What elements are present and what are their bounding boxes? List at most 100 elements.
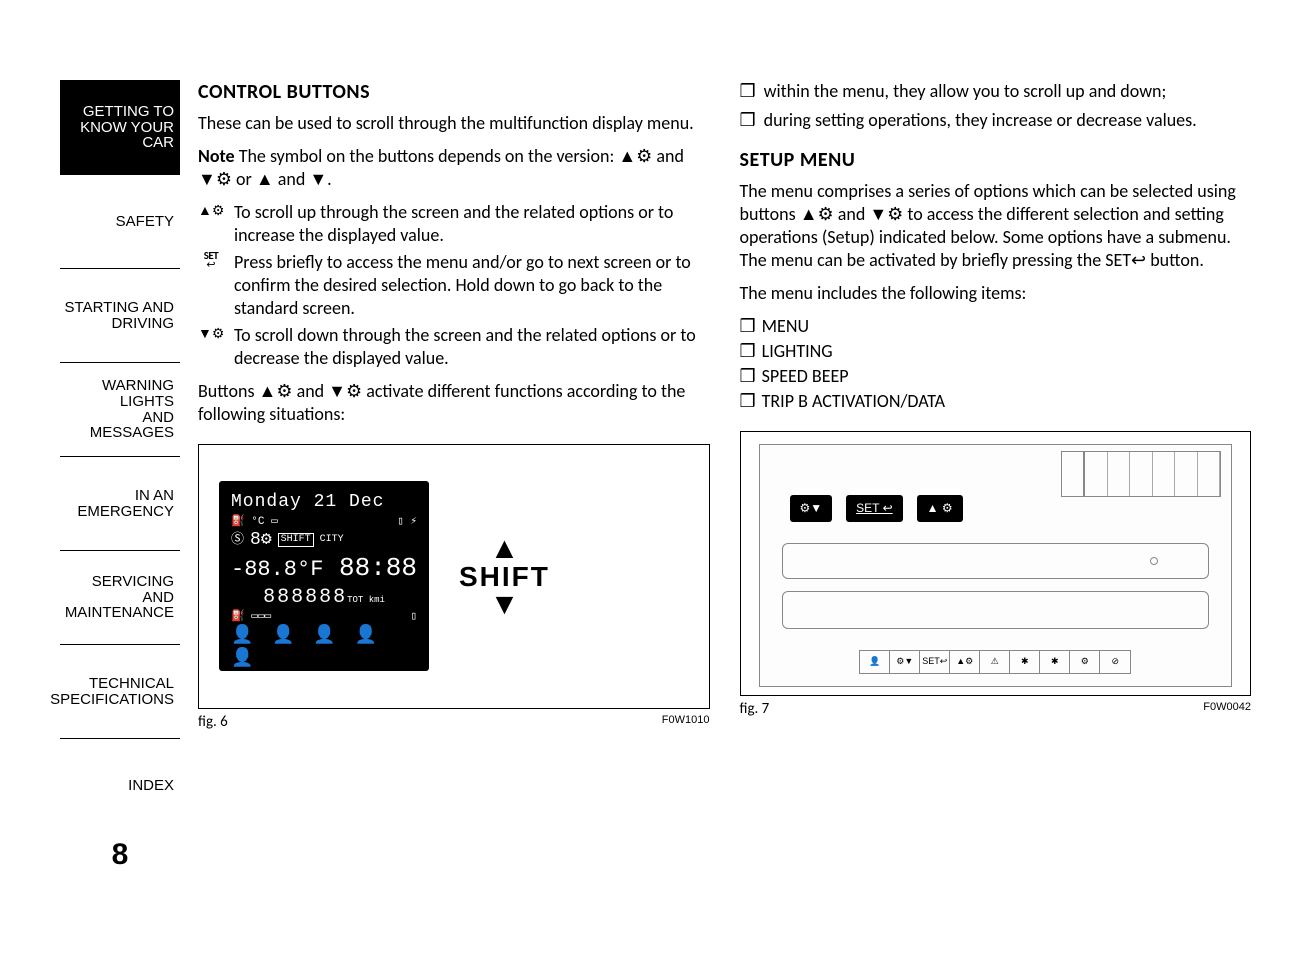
display-time: 88:88 [339,552,417,585]
bullet-icon: ❒ [740,315,756,338]
column-left: CONTROL BUTTONS These can be used to scr… [198,80,710,872]
tab-label-line2: KNOW YOUR CAR [60,120,174,152]
tab-index[interactable]: INDEX [60,738,180,832]
bullet-icon: ❒ [740,109,756,132]
btn[interactable]: ✱ [1010,651,1040,673]
figure-6-caption: fig. 6 F0W1010 [198,713,710,732]
btn[interactable]: ▲⚙ [950,651,980,673]
tab-safety[interactable]: SAFETY [60,174,180,268]
sidebar-tabs: GETTING TO KNOW YOUR CAR SAFETY STARTING… [60,80,180,872]
setup-paragraph-1: The menu comprises a series of options w… [740,180,1252,272]
down-icon: ▼⚙ [198,324,224,370]
column-right: ❒ within the menu, they allow you to scr… [740,80,1252,872]
intro-paragraph: These can be used to scroll through the … [198,112,710,135]
button-definitions: ▲⚙ To scroll up through the screen and t… [198,201,710,370]
lower-button-row: 👤 ⚙▼ SET↩ ▲⚙ ⚠ ✱ ✱ ⚙ ⊘ [859,650,1131,674]
menu-item: ❒ TRIP B ACTIVATION/DATA [740,390,1252,413]
figure-number: fig. 7 [740,700,770,719]
tab-emergency[interactable]: IN AN EMERGENCY [60,456,180,550]
btn[interactable]: ⚙▼ [890,651,920,673]
figure-7: ⚙▼ SET ↩ ▲ ⚙ 👤 ⚙▼ SET↩ ▲⚙ ⚠ ✱ [740,431,1252,719]
menu-item-label: MENU [762,315,809,338]
down-button[interactable]: ⚙▼ [790,495,833,522]
tab-label-line1: TECHNICAL [89,676,174,692]
multifunction-display: Monday 21 Dec ⛽ °C ▭▯ ⚡ Ⓢ 8⚙ SHIFT CITY … [219,481,429,671]
heading-control-buttons: CONTROL BUTTONS [198,80,710,106]
menu-items-list: ❒ MENU ❒ LIGHTING ❒ SPEED BEEP ❒ TRIP B … [740,315,1252,413]
display-temp: -88.8°F [231,556,323,584]
figure-number: fig. 6 [198,713,228,732]
after-paragraph: Buttons ▲⚙ and ▼⚙ activate different fun… [198,380,710,426]
menu-item-label: TRIP B ACTIVATION/DATA [762,390,945,413]
air-vent [1061,451,1221,497]
display-icons-row: ⛽ °C ▭▯ ⚡ [231,515,417,529]
def-text: Press briefly to access the menu and/or … [234,251,710,320]
heading-setup-menu: SETUP MENU [740,148,1252,174]
figure-ref: F0W0042 [1203,700,1251,719]
def-text: To scroll down through the screen and th… [234,324,710,370]
figure-7-caption: fig. 7 F0W0042 [740,700,1252,719]
tab-label-line2: DRIVING [111,316,174,332]
def-set: SET↩ Press briefly to access the menu an… [198,251,710,320]
radio-slot [782,543,1210,579]
dashboard-buttons: ⚙▼ SET ↩ ▲ ⚙ [790,495,963,522]
bullet-icon: ❒ [740,340,756,363]
note-paragraph: Note The symbol on the buttons depends o… [198,145,710,191]
bullet-values: ❒ during setting operations, they increa… [740,109,1252,132]
tab-label-line2: SAFETY [116,214,174,230]
display-odometer: 888888TOT kmi [231,585,417,611]
bullet-scroll: ❒ within the menu, they allow you to scr… [740,80,1252,103]
tab-servicing[interactable]: SERVICING AND MAINTENANCE [60,550,180,644]
btn[interactable]: ✱ [1040,651,1070,673]
display-date: Monday 21 Dec [231,491,417,514]
btn[interactable]: SET↩ [920,651,950,673]
note-text: The symbol on the buttons depends on the… [198,145,684,190]
up-button[interactable]: ▲ ⚙ [917,495,963,522]
bullet-icon: ❒ [740,365,756,388]
menu-item-label: SPEED BEEP [762,365,849,388]
tab-label-line2: IN AN EMERGENCY [60,488,174,520]
def-scroll-up: ▲⚙ To scroll up through the screen and t… [198,201,710,247]
tab-warning-lights[interactable]: WARNING LIGHTS AND MESSAGES [60,362,180,456]
tab-label-line2: INDEX [128,778,174,794]
btn[interactable]: ⊘ [1100,651,1130,673]
tab-getting-to-know[interactable]: GETTING TO KNOW YOUR CAR [60,80,180,174]
bullet-icon: ❒ [740,390,756,413]
tab-label-line2: MAINTENANCE [65,605,174,621]
menu-item-label: LIGHTING [762,340,833,363]
tab-label-line1: SERVICING AND [60,574,174,606]
def-text: To scroll up through the screen and the … [234,201,710,247]
bullet-icon: ❒ [740,80,756,103]
up-icon: ▲⚙ [198,201,224,247]
page-content: CONTROL BUTTONS These can be used to scr… [198,80,1251,872]
figure-6: Monday 21 Dec ⛽ °C ▭▯ ⚡ Ⓢ 8⚙ SHIFT CITY … [198,444,710,732]
menu-item: ❒ SPEED BEEP [740,365,1252,388]
figure-7-image: ⚙▼ SET ↩ ▲ ⚙ 👤 ⚙▼ SET↩ ▲⚙ ⚠ ✱ [740,431,1252,696]
tab-label-line1: GETTING TO [83,104,174,120]
tab-label-line1: STARTING AND [65,300,174,316]
tab-label-line1: WARNING LIGHTS [60,378,174,410]
figure-6-image: Monday 21 Dec ⛽ °C ▭▯ ⚡ Ⓢ 8⚙ SHIFT CITY … [198,444,710,709]
def-scroll-down: ▼⚙ To scroll down through the screen and… [198,324,710,370]
btn[interactable]: ⚙ [1070,651,1100,673]
shift-indicator: ▲ SHIFT ▼ [459,538,550,616]
page-number: 8 [60,838,180,872]
shift-up-icon: ▲ [459,538,550,559]
tab-label-line2: SPECIFICATIONS [50,692,174,708]
note-label: Note [198,145,235,167]
tab-starting-driving[interactable]: STARTING AND DRIVING [60,268,180,362]
figure-ref: F0W1010 [662,713,710,732]
set-icon: SET↩ [198,251,224,320]
btn[interactable]: ⚠ [980,651,1010,673]
display-main-row: -88.8°F 88:88 [231,552,417,585]
setup-paragraph-2: The menu includes the following items: [740,282,1252,305]
btn[interactable]: 👤 [860,651,890,673]
set-button[interactable]: SET ↩ [846,495,903,522]
menu-item: ❒ MENU [740,315,1252,338]
menu-item: ❒ LIGHTING [740,340,1252,363]
display-bottom-icons: 👤 👤 👤 👤 👤 [231,625,417,671]
bullet-text: within the menu, they allow you to scrol… [764,80,1167,103]
shift-down-icon: ▼ [459,594,550,615]
tab-tech-spec[interactable]: TECHNICAL SPECIFICATIONS [60,644,180,738]
display-fuel-row: ⛽ ▭▭▭▯ [231,610,417,624]
